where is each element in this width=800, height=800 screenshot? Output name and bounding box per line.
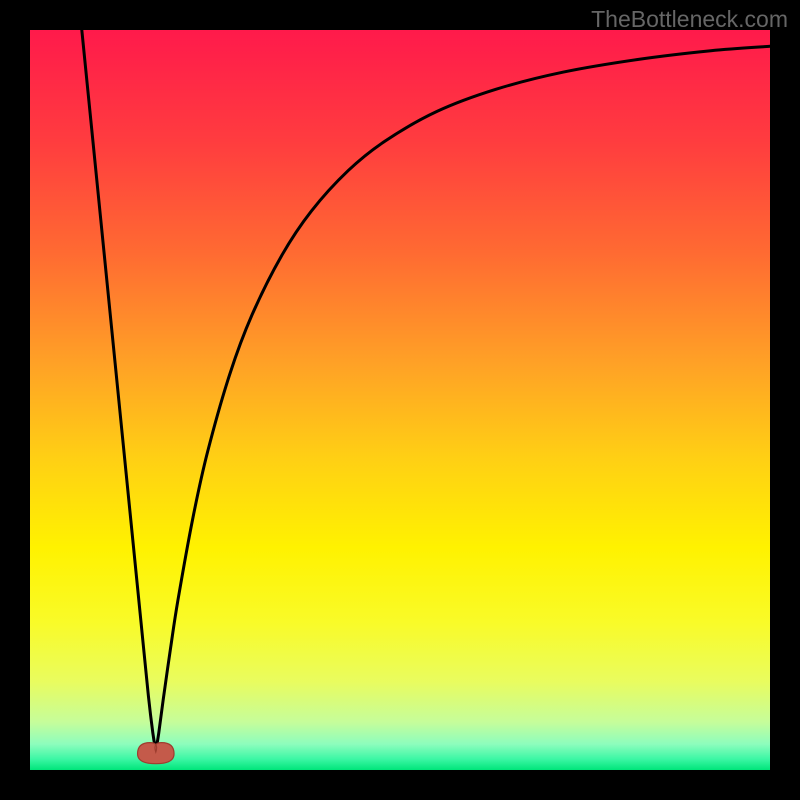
bottleneck-curve-chart — [0, 0, 800, 800]
watermark-text: TheBottleneck.com — [591, 6, 788, 33]
plot-gradient-background — [30, 30, 770, 770]
minimum-marker — [138, 743, 174, 764]
chart-container: TheBottleneck.com — [0, 0, 800, 800]
